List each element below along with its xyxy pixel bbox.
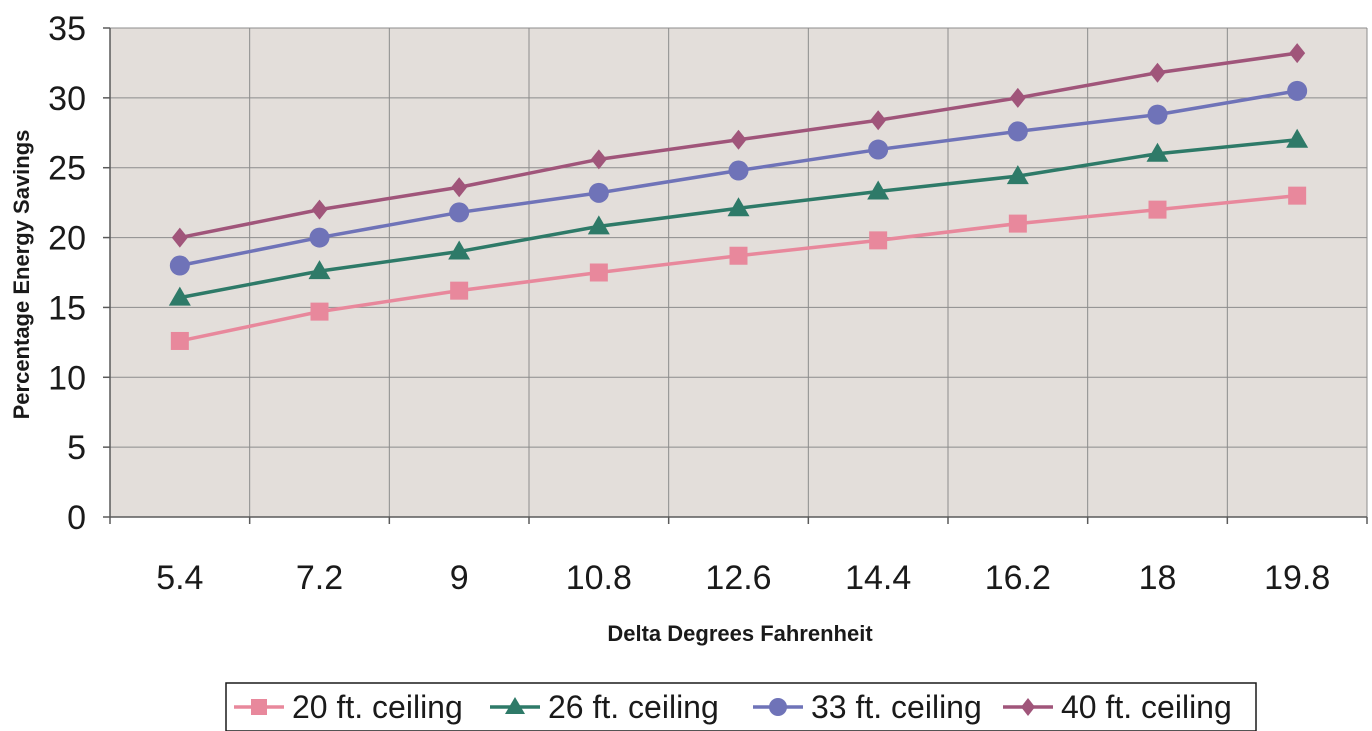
data-point	[867, 180, 890, 200]
data-point	[309, 227, 330, 248]
data-point	[1008, 214, 1027, 233]
x-tick-label: 18	[1139, 559, 1177, 597]
legend-label: 20 ft. ceiling	[292, 689, 463, 725]
x-tick-label: 9	[450, 559, 469, 597]
legend-label: 33 ft. ceiling	[811, 689, 982, 725]
legend-marker	[1021, 698, 1035, 716]
data-point	[1007, 121, 1028, 142]
data-point	[448, 240, 471, 260]
x-tick-label: 12.6	[705, 559, 771, 597]
axes	[103, 27, 1368, 524]
x-tick-label: 16.2	[985, 559, 1051, 597]
data-point	[171, 227, 188, 248]
data-point	[311, 199, 328, 220]
data-point	[449, 202, 470, 223]
data-series	[168, 43, 1309, 350]
legend-item: 40 ft. ceiling	[1003, 689, 1232, 725]
legend-item: 33 ft. ceiling	[753, 689, 982, 725]
plot-area	[110, 28, 1367, 517]
data-point	[729, 246, 748, 265]
data-point	[1289, 43, 1306, 64]
legend-item: 20 ft. ceiling	[234, 689, 463, 725]
data-point	[870, 110, 887, 131]
data-point	[728, 160, 749, 181]
data-point	[1146, 142, 1169, 162]
legend-marker	[769, 698, 787, 716]
series-4	[171, 43, 1306, 248]
legend: 20 ft. ceiling 26 ft. ceiling 33 ft. ceili…	[225, 682, 1257, 731]
data-point	[730, 129, 747, 150]
data-point	[590, 149, 607, 170]
data-point	[1147, 104, 1168, 125]
data-point	[450, 281, 469, 300]
y-tick-label: 35	[48, 10, 86, 48]
data-point	[1149, 62, 1166, 83]
data-point	[1006, 165, 1029, 185]
x-tick-label: 19.8	[1264, 559, 1330, 597]
data-point	[1009, 87, 1026, 108]
y-axis-title: Percentage Energy Savings	[9, 130, 34, 420]
data-point	[868, 139, 889, 160]
legend-box	[225, 682, 1257, 731]
legend-item: 26 ft. ceiling	[490, 689, 719, 725]
data-point	[451, 177, 468, 198]
data-point	[170, 331, 189, 350]
data-point	[587, 215, 610, 235]
y-tick-label: 5	[67, 429, 86, 467]
x-axis-tick-labels: 5.4 7.2 9 10.8 12.6 14.4 16.2 18 19.8	[156, 559, 1330, 597]
data-point	[1287, 80, 1308, 101]
x-tick-label: 10.8	[566, 559, 632, 597]
legend-marker	[505, 697, 525, 714]
y-tick-label: 20	[48, 220, 86, 258]
data-point	[589, 263, 608, 282]
y-tick-label: 25	[48, 150, 86, 188]
data-point	[727, 197, 750, 217]
legend-label: 40 ft. ceiling	[1061, 689, 1232, 725]
x-tick-label: 14.4	[845, 559, 911, 597]
data-point	[1148, 200, 1167, 219]
y-axis-tick-labels: 0 5 10 15 20 25 30 35	[48, 10, 86, 537]
series-3	[169, 80, 1308, 276]
data-point	[1286, 128, 1309, 148]
data-point	[1288, 186, 1307, 205]
y-tick-label: 30	[48, 80, 86, 118]
data-point	[588, 182, 609, 203]
series-1	[170, 186, 1307, 350]
legend-marker	[251, 699, 267, 715]
x-tick-label: 5.4	[156, 559, 203, 597]
y-tick-label: 15	[48, 289, 86, 327]
series-2	[168, 128, 1309, 306]
y-tick-label: 10	[48, 359, 86, 397]
data-point	[308, 260, 331, 280]
x-tick-label: 7.2	[296, 559, 343, 597]
legend-label: 26 ft. ceiling	[548, 689, 719, 725]
data-point	[168, 286, 191, 306]
data-point	[869, 231, 888, 250]
x-axis-title: Delta Degrees Fahrenheit	[607, 621, 873, 646]
y-tick-label: 0	[67, 499, 86, 537]
data-point	[310, 302, 329, 321]
data-point	[169, 255, 190, 276]
